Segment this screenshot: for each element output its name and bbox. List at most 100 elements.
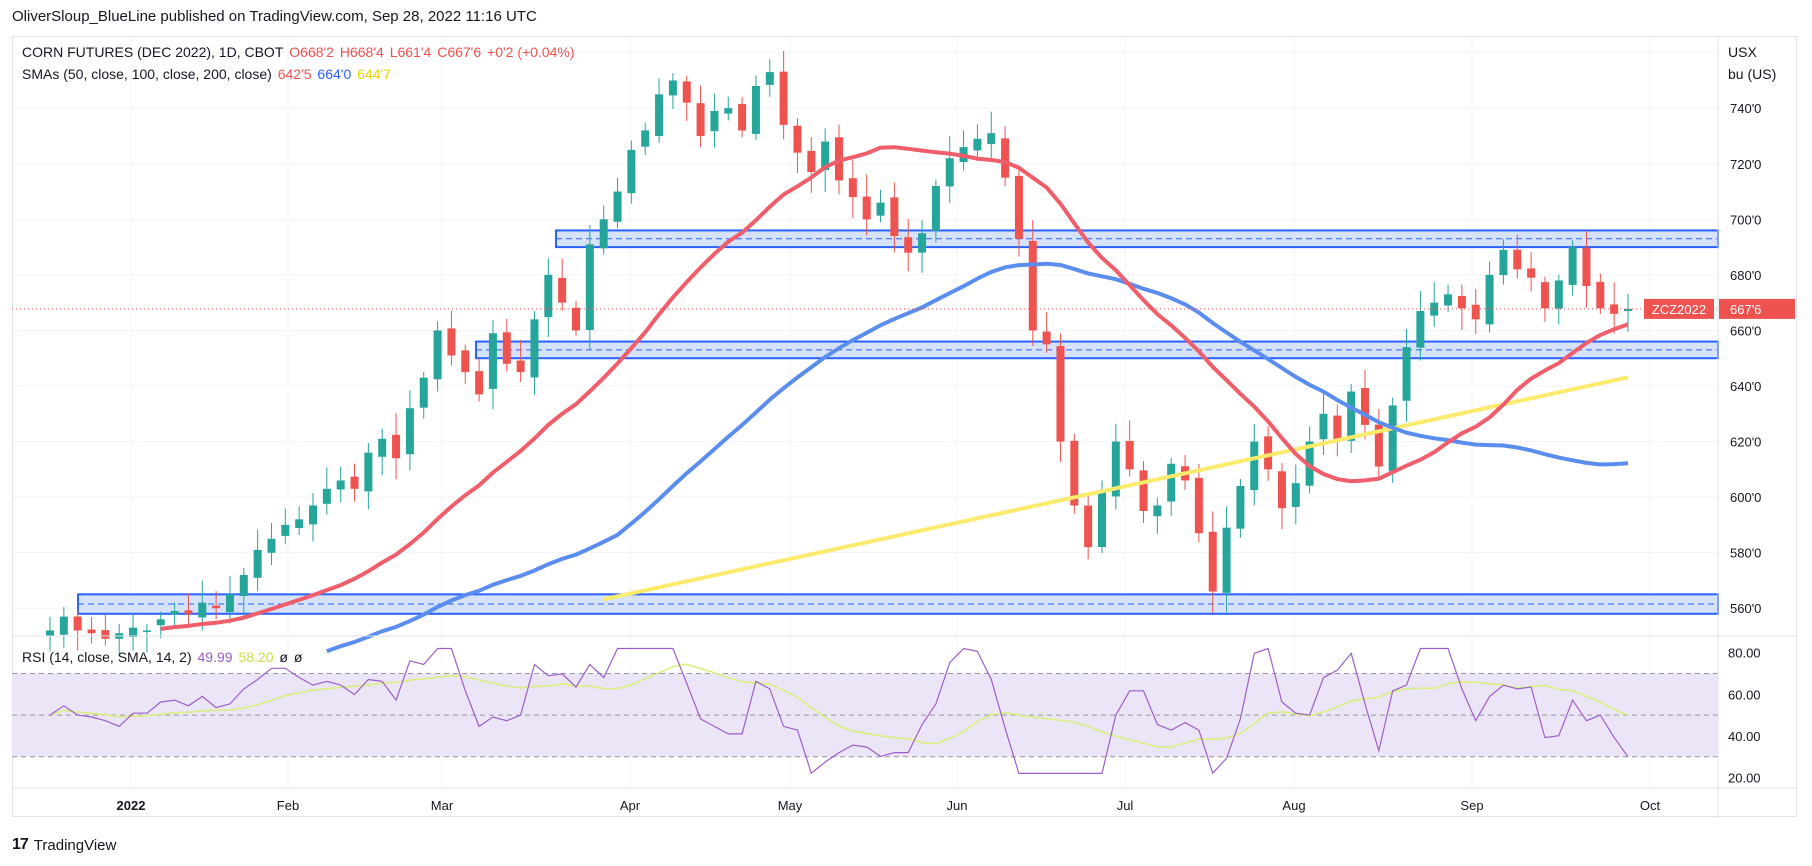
candle-body: [267, 538, 276, 553]
sma100-line: [326, 261, 1629, 654]
candle-body: [1361, 387, 1369, 425]
candle-body: [1291, 483, 1300, 507]
candle-body: [1208, 531, 1217, 592]
candle-body: [1070, 440, 1079, 506]
candle-body: [281, 524, 290, 536]
candle-body: [1319, 413, 1328, 440]
main-title: CORN FUTURES (DEC 2022), 1D, CBOT: [22, 44, 284, 60]
candle-body: [738, 103, 747, 131]
sma50-line: [160, 145, 1629, 631]
time-tick-label: Oct: [1640, 798, 1661, 813]
candle-body: [1098, 491, 1106, 548]
price-tick-label: 700'0: [1730, 212, 1761, 227]
rsi-sma-value: 58.20: [238, 649, 274, 665]
candle-body: [239, 574, 248, 596]
candle-body: [502, 332, 511, 364]
rsi-extra-2: ø: [293, 649, 303, 665]
candle-body: [461, 350, 470, 373]
grid-lines: [12, 36, 1718, 788]
price-tick-label: 720'0: [1730, 157, 1761, 172]
sma-legend[interactable]: SMAs (50, close, 100, close, 200, close)…: [22, 66, 393, 82]
rsi-tick-label: 80.00: [1728, 646, 1761, 661]
time-tick-label: 2022: [117, 798, 146, 813]
candle-body: [46, 630, 54, 636]
candle-body: [184, 610, 193, 614]
price-tick-label: 740'0: [1730, 101, 1761, 116]
candle-body: [225, 594, 234, 613]
candle-body: [1028, 240, 1037, 331]
candle-body: [336, 480, 345, 490]
legend-open: O668'2: [289, 44, 334, 60]
candle-body: [1014, 175, 1023, 239]
candle-body: [322, 488, 331, 504]
price-tick-label: 580'0: [1730, 546, 1761, 561]
price-tick-label: 640'0: [1730, 379, 1761, 394]
candle-body: [973, 138, 982, 151]
candle-body: [544, 274, 553, 318]
candle-body: [1624, 308, 1632, 311]
sma50-value: 642'5: [277, 66, 312, 82]
candle-body: [1347, 391, 1356, 441]
chart-frame: [12, 36, 1797, 817]
rsi-tick-label: 20.00: [1728, 771, 1761, 786]
time-tick-label: Sep: [1460, 798, 1483, 813]
candle-body: [156, 619, 165, 626]
candle-body: [572, 307, 580, 331]
symbol-tag-label: ZCZ2022: [1652, 302, 1706, 317]
candle-body: [751, 86, 760, 134]
candle-body: [129, 627, 138, 638]
candle-body: [876, 202, 885, 216]
candle-body: [87, 629, 96, 634]
candle-body: [530, 319, 539, 378]
footer[interactable]: 17 TradingView: [12, 836, 116, 854]
price-tick-label: 620'0: [1730, 435, 1761, 450]
legend-high: H668'4: [339, 44, 384, 60]
rsi-sma-line: [49, 663, 1629, 748]
candle-body: [1194, 477, 1203, 534]
candle-body: [1582, 247, 1591, 286]
candle-body: [1277, 471, 1286, 509]
candle-body: [253, 549, 262, 578]
main-legend[interactable]: CORN FUTURES (DEC 2022), 1D, CBOT O668'2…: [22, 44, 577, 60]
candle-body: [668, 80, 677, 96]
candle-body: [1471, 304, 1480, 320]
time-tick-label: Apr: [620, 798, 641, 813]
candle-body: [1444, 294, 1453, 306]
candle-body: [1153, 505, 1162, 517]
sma100-value: 664'0: [317, 66, 352, 82]
candle-body: [793, 125, 802, 153]
candle-body: [447, 328, 456, 356]
candle-body: [1125, 440, 1134, 470]
time-tick-label: Jul: [1117, 798, 1134, 813]
last-price-tag-label: 667'6: [1730, 302, 1761, 317]
candle-body: [890, 197, 899, 236]
candle-body: [1264, 436, 1273, 470]
candle-body: [516, 360, 525, 373]
candle-body: [558, 277, 567, 303]
candle-body: [821, 141, 830, 171]
candle-body: [862, 196, 871, 220]
candle-body: [142, 630, 151, 632]
rsi-legend[interactable]: RSI (14, close, SMA, 14, 2) 49.99 58.20 …: [22, 649, 304, 665]
candle-body: [1084, 505, 1093, 548]
candle-body: [1554, 280, 1563, 309]
candle-body: [309, 505, 317, 525]
candle-body: [904, 237, 913, 253]
last-price-tag: [1719, 298, 1795, 319]
candle-body: [295, 519, 304, 528]
candle-body: [101, 630, 110, 639]
candle-body: [59, 616, 68, 635]
price-tick-label: 560'0: [1730, 601, 1761, 616]
candle-body: [1111, 441, 1120, 497]
candle-body: [1540, 282, 1549, 309]
candle-body: [1236, 486, 1245, 529]
candle-body: [1167, 463, 1176, 502]
symbol-tag: [1644, 298, 1714, 319]
candle-body: [1416, 311, 1425, 348]
price-tick-label: 600'0: [1730, 490, 1761, 505]
candle-body: [599, 219, 608, 249]
candle-body: [682, 81, 691, 103]
candle-body: [198, 602, 207, 618]
candle-body: [945, 158, 954, 187]
